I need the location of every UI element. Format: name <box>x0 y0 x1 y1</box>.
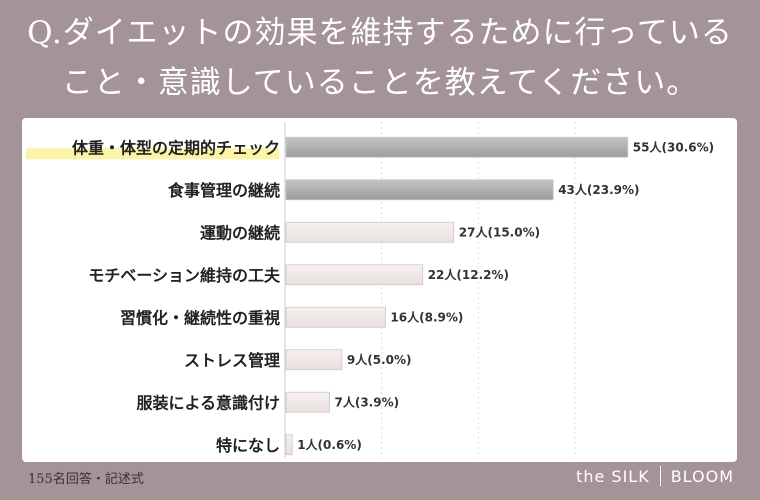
chart-title: Q.ダイエットの効果を維持するために行っている こと・意識していることを教えてく… <box>0 8 760 108</box>
category-label: モチベーション維持の工夫 <box>88 266 281 285</box>
category-label: 習慣化・継続性の重視 <box>120 308 280 327</box>
respondent-note: 155名回答・記述式 <box>28 472 144 487</box>
value-label: 55人(30.6%) <box>633 139 714 154</box>
value-label: 9人(5.0%) <box>347 352 412 367</box>
brand-right: BLOOM <box>670 466 734 486</box>
bar <box>285 136 629 158</box>
bar <box>285 221 455 243</box>
brand-divider <box>659 466 661 486</box>
value-label: 1人(0.6%) <box>297 437 362 452</box>
chart-card: 体重・体型の定期的チェック 55人(30.6%) 食事管理の継続 43人(23.9%)… <box>22 118 737 462</box>
bar <box>285 179 554 201</box>
label-highlight <box>26 148 279 160</box>
title-line-2: こと・意識していることを教えてください。 <box>61 65 699 101</box>
brand-left: the SILK <box>576 466 650 486</box>
bar-chart: 体重・体型の定期的チェック 55人(30.6%) 食事管理の継続 43人(23.9%)… <box>26 122 714 458</box>
value-label: 16人(8.9%) <box>390 309 463 324</box>
category-label: 運動の継続 <box>200 223 280 242</box>
category-label: 食事管理の継続 <box>167 181 280 200</box>
value-label: 22人(12.2%) <box>428 267 509 282</box>
category-label: 特になし <box>216 436 280 455</box>
bar <box>285 349 343 371</box>
category-label: ストレス管理 <box>184 351 280 370</box>
bar <box>285 264 424 286</box>
bar <box>285 434 293 456</box>
value-label: 43人(23.9%) <box>558 182 639 197</box>
title-line-1: Q.ダイエットの効果を維持するために行っている <box>27 15 733 51</box>
bar <box>285 391 330 413</box>
brand-logo: the SILK BLOOM <box>576 466 734 486</box>
category-label: 体重・体型の定期的チェック <box>72 138 280 157</box>
category-label: 服装による意識付け <box>136 393 280 412</box>
bar <box>285 306 386 328</box>
value-label: 7人(3.9%) <box>335 394 400 409</box>
value-label: 27人(15.0%) <box>459 224 540 239</box>
